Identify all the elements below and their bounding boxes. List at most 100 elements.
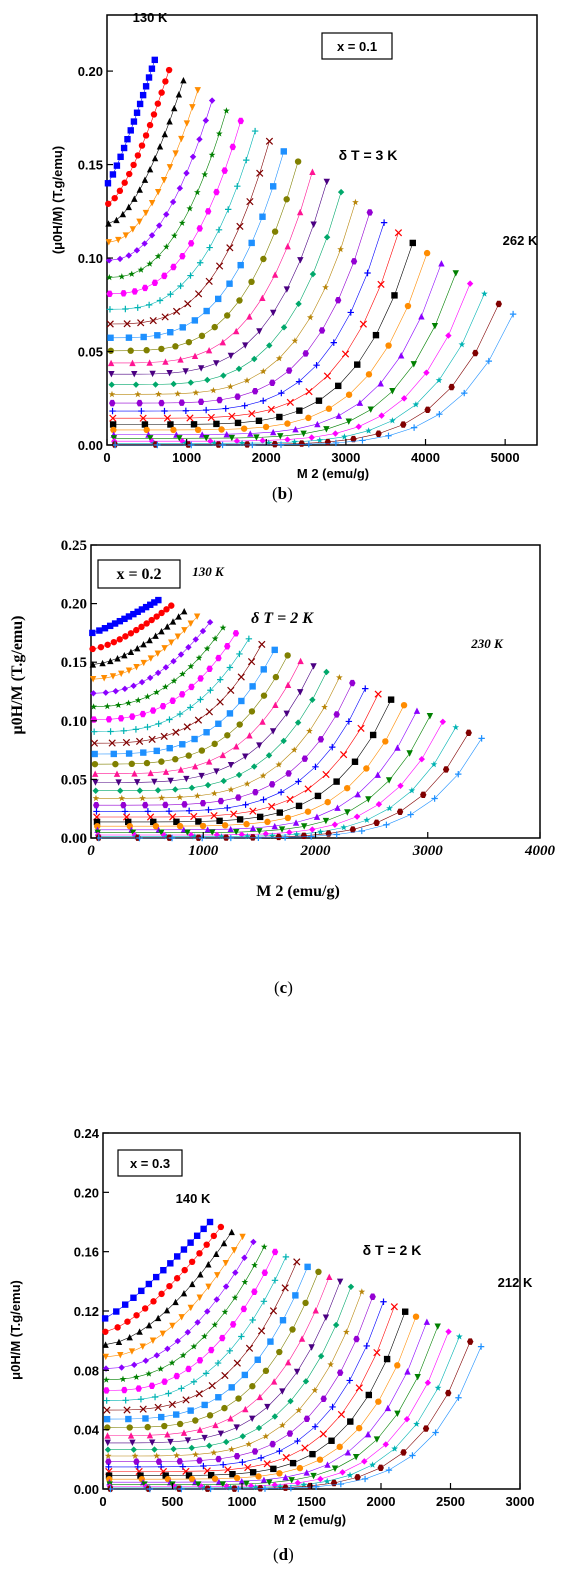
isotherm-curve <box>109 219 388 415</box>
composition-box <box>321 32 393 60</box>
isotherm-curve <box>106 1313 420 1483</box>
data-point <box>346 1471 354 1478</box>
isotherm-curve <box>90 619 214 697</box>
temperature-step-label: δ T = 2 K <box>251 610 314 627</box>
isotherm-line <box>113 263 442 435</box>
data-point <box>412 1313 420 1320</box>
data-point <box>438 260 445 267</box>
isotherm-line <box>110 151 285 339</box>
y-tick-label: 0.08 <box>74 1363 99 1378</box>
data-point <box>180 77 187 84</box>
isotherm-curve <box>106 127 259 313</box>
data-point <box>481 290 488 297</box>
data-point <box>452 723 460 731</box>
data-point <box>291 438 298 445</box>
y-tick-label: 0.16 <box>74 1245 99 1260</box>
isotherm-line <box>107 1271 319 1428</box>
panel-b-label-letter: b <box>277 484 288 503</box>
data-point <box>271 646 278 654</box>
isotherm-curve <box>104 56 158 187</box>
isotherm-line <box>94 644 263 744</box>
isotherm-line <box>114 273 457 439</box>
isotherm-line <box>111 192 342 385</box>
data-point <box>227 1484 234 1491</box>
data-point <box>192 1451 199 1458</box>
data-point <box>210 1449 218 1456</box>
data-point <box>237 117 244 125</box>
data-point <box>219 624 227 631</box>
y-axis-title: μ0H/M (T.g/emu) <box>8 1280 23 1380</box>
isotherm-curve <box>106 1323 441 1488</box>
isotherm-curve <box>106 137 274 328</box>
isotherm-curve <box>105 1303 398 1476</box>
data-point <box>206 1218 214 1226</box>
isotherm-curve <box>109 209 373 407</box>
lowest-temperature-label: 130 K <box>192 564 225 579</box>
isotherm-line <box>92 610 185 665</box>
isotherm-line <box>107 1281 341 1444</box>
isotherm-curve <box>107 168 316 367</box>
isotherm-line <box>98 721 444 836</box>
isotherm-line <box>109 1316 417 1480</box>
data-point <box>387 696 395 703</box>
isotherm-line <box>109 1326 438 1485</box>
isotherm-line <box>95 666 314 783</box>
panel-b-axes: 0 1000 2000 3000 4000 5000 0.00 0.05 0.10 0.15 0.2… <box>50 64 520 481</box>
data-point <box>119 1375 127 1382</box>
panel-c-label-close: ) <box>287 978 293 997</box>
isotherm-line <box>107 1276 330 1436</box>
isotherm-curve <box>111 300 502 448</box>
data-point <box>104 702 111 710</box>
isotherm-line <box>108 90 199 243</box>
isotherm-curve <box>102 1228 235 1348</box>
isotherm-line <box>107 1266 308 1420</box>
panel-b-annotations: x = 0.1 δ T = 3 K 130 K 262 K <box>133 10 538 248</box>
panel-b-label-close: ) <box>287 484 293 503</box>
isotherm-line <box>109 131 256 310</box>
x-tick-label: 5000 <box>491 450 520 465</box>
temperature-step-label: δ T = 3 K <box>339 147 398 163</box>
data-point <box>349 679 356 687</box>
composition-label: x = 0.2 <box>116 566 161 583</box>
panel-d-label-close: ) <box>288 1545 294 1564</box>
x-tick-label: 2500 <box>436 1494 465 1509</box>
isotherm-line <box>110 1346 482 1490</box>
isotherm-line <box>113 252 428 431</box>
data-point <box>310 663 317 670</box>
isotherm-curve <box>101 1218 214 1322</box>
isotherm-curve <box>104 1283 355 1453</box>
composition-box <box>117 1149 183 1177</box>
isotherm-line <box>109 1321 428 1483</box>
data-point <box>223 107 230 114</box>
data-point <box>336 1278 344 1286</box>
isotherm-curve <box>102 1223 225 1335</box>
data-point <box>102 1341 109 1348</box>
data-point <box>91 770 99 777</box>
data-point <box>194 87 201 94</box>
data-point <box>103 1415 111 1423</box>
y-tick-label: 0.00 <box>61 831 87 847</box>
x-axis-title: M 2 (emu/g) <box>274 1512 346 1527</box>
isotherm-curve <box>107 1343 485 1493</box>
data-point <box>89 661 97 668</box>
data-point <box>128 270 136 277</box>
x-tick-label: 4000 <box>411 450 440 465</box>
isotherm-line <box>92 605 172 650</box>
data-point <box>423 1318 431 1325</box>
isotherm-line <box>104 1221 211 1319</box>
data-point <box>394 229 403 237</box>
panel-c-annotations: x = 0.2 δ T = 2 K 130 K 230 K <box>97 559 504 651</box>
isotherm-curve <box>111 310 517 449</box>
y-tick-label: 0.00 <box>78 438 103 453</box>
data-point <box>110 435 118 442</box>
data-point <box>105 1458 112 1465</box>
data-point <box>92 794 100 802</box>
data-point <box>245 1440 253 1447</box>
x-tick-label: 1000 <box>188 843 219 859</box>
panel-d-label: (d) <box>273 1545 294 1565</box>
isotherm-line <box>93 627 224 707</box>
isotherm-curve <box>105 77 187 227</box>
data-point <box>426 713 434 720</box>
isotherm-line <box>115 313 514 446</box>
x-tick-label: 0 <box>87 843 95 859</box>
